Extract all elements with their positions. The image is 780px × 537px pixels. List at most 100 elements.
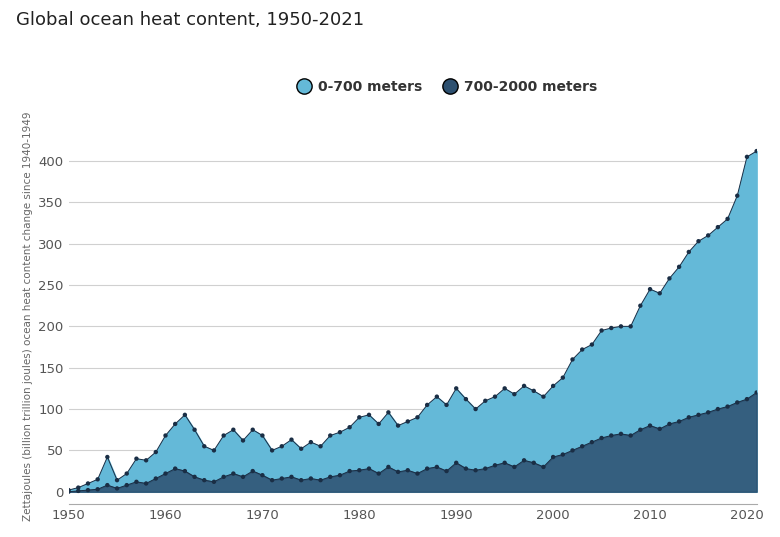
Point [537, 393, 550, 401]
Point [295, 476, 307, 484]
Point [382, 408, 395, 417]
Point [459, 395, 472, 403]
Point [741, 395, 753, 403]
Point [731, 398, 743, 407]
Point [566, 446, 579, 455]
Point [625, 431, 637, 440]
Point [518, 382, 530, 390]
Point [188, 473, 200, 481]
Point [343, 467, 356, 475]
Point [72, 487, 84, 495]
Point [663, 274, 675, 282]
Point [402, 417, 414, 426]
Point [411, 469, 424, 478]
Point [246, 467, 259, 475]
Point [547, 382, 559, 390]
Point [508, 463, 520, 471]
Point [237, 436, 250, 445]
Point [111, 484, 123, 493]
Point [673, 263, 686, 271]
Point [82, 486, 94, 495]
Point [634, 301, 647, 310]
Point [693, 411, 705, 419]
Point [334, 428, 346, 437]
Point [343, 423, 356, 432]
Point [179, 411, 191, 419]
Point [547, 453, 559, 461]
Point [179, 467, 191, 475]
Point [595, 326, 608, 335]
Point [644, 422, 656, 430]
Point [605, 324, 618, 332]
Point [557, 450, 569, 459]
Point [421, 401, 434, 409]
Point [450, 459, 463, 467]
Point [702, 231, 714, 240]
Point [489, 461, 502, 469]
Point [62, 488, 75, 496]
Point [285, 436, 298, 444]
Point [479, 396, 491, 405]
Point [731, 191, 743, 200]
Point [625, 322, 637, 331]
Point [130, 477, 143, 486]
Point [750, 388, 763, 397]
Point [682, 248, 695, 256]
Point [470, 466, 482, 475]
Point [140, 479, 152, 488]
Point [440, 467, 452, 475]
Point [498, 459, 511, 467]
Point [218, 473, 230, 481]
Point [120, 469, 133, 478]
Point [207, 446, 220, 455]
Point [586, 340, 598, 349]
Point [159, 431, 172, 440]
Point [411, 413, 424, 422]
Point [702, 408, 714, 417]
Text: Global ocean heat content, 1950-2021: Global ocean heat content, 1950-2021 [16, 11, 363, 29]
Point [159, 469, 172, 478]
Point [722, 215, 734, 223]
Point [140, 456, 152, 465]
Point [673, 417, 686, 426]
Point [305, 438, 317, 446]
Point [198, 442, 211, 451]
Point [150, 474, 162, 483]
Point [275, 442, 288, 451]
Point [256, 471, 268, 480]
Point [237, 473, 250, 481]
Point [450, 384, 463, 393]
Point [479, 465, 491, 473]
Point [314, 476, 327, 484]
Point [150, 448, 162, 456]
Point [101, 453, 114, 461]
Point [324, 473, 336, 481]
Point [130, 454, 143, 463]
Point [470, 405, 482, 413]
Point [169, 465, 182, 473]
Point [246, 425, 259, 434]
Point [353, 413, 366, 422]
Point [382, 463, 395, 471]
Point [459, 465, 472, 473]
Point [557, 373, 569, 382]
Point [663, 419, 675, 428]
Point [576, 442, 588, 451]
Point [373, 469, 385, 478]
Point [421, 465, 434, 473]
Point [305, 474, 317, 483]
Point [218, 431, 230, 440]
Point [615, 322, 627, 331]
Point [314, 442, 327, 451]
Point [101, 481, 114, 489]
Point [527, 459, 540, 467]
Point [392, 422, 404, 430]
Point [91, 475, 104, 484]
Point [198, 476, 211, 484]
Point [120, 481, 133, 489]
Point [62, 486, 75, 495]
Point [324, 431, 336, 440]
Point [295, 445, 307, 453]
Point [363, 465, 375, 473]
Point [498, 384, 511, 393]
